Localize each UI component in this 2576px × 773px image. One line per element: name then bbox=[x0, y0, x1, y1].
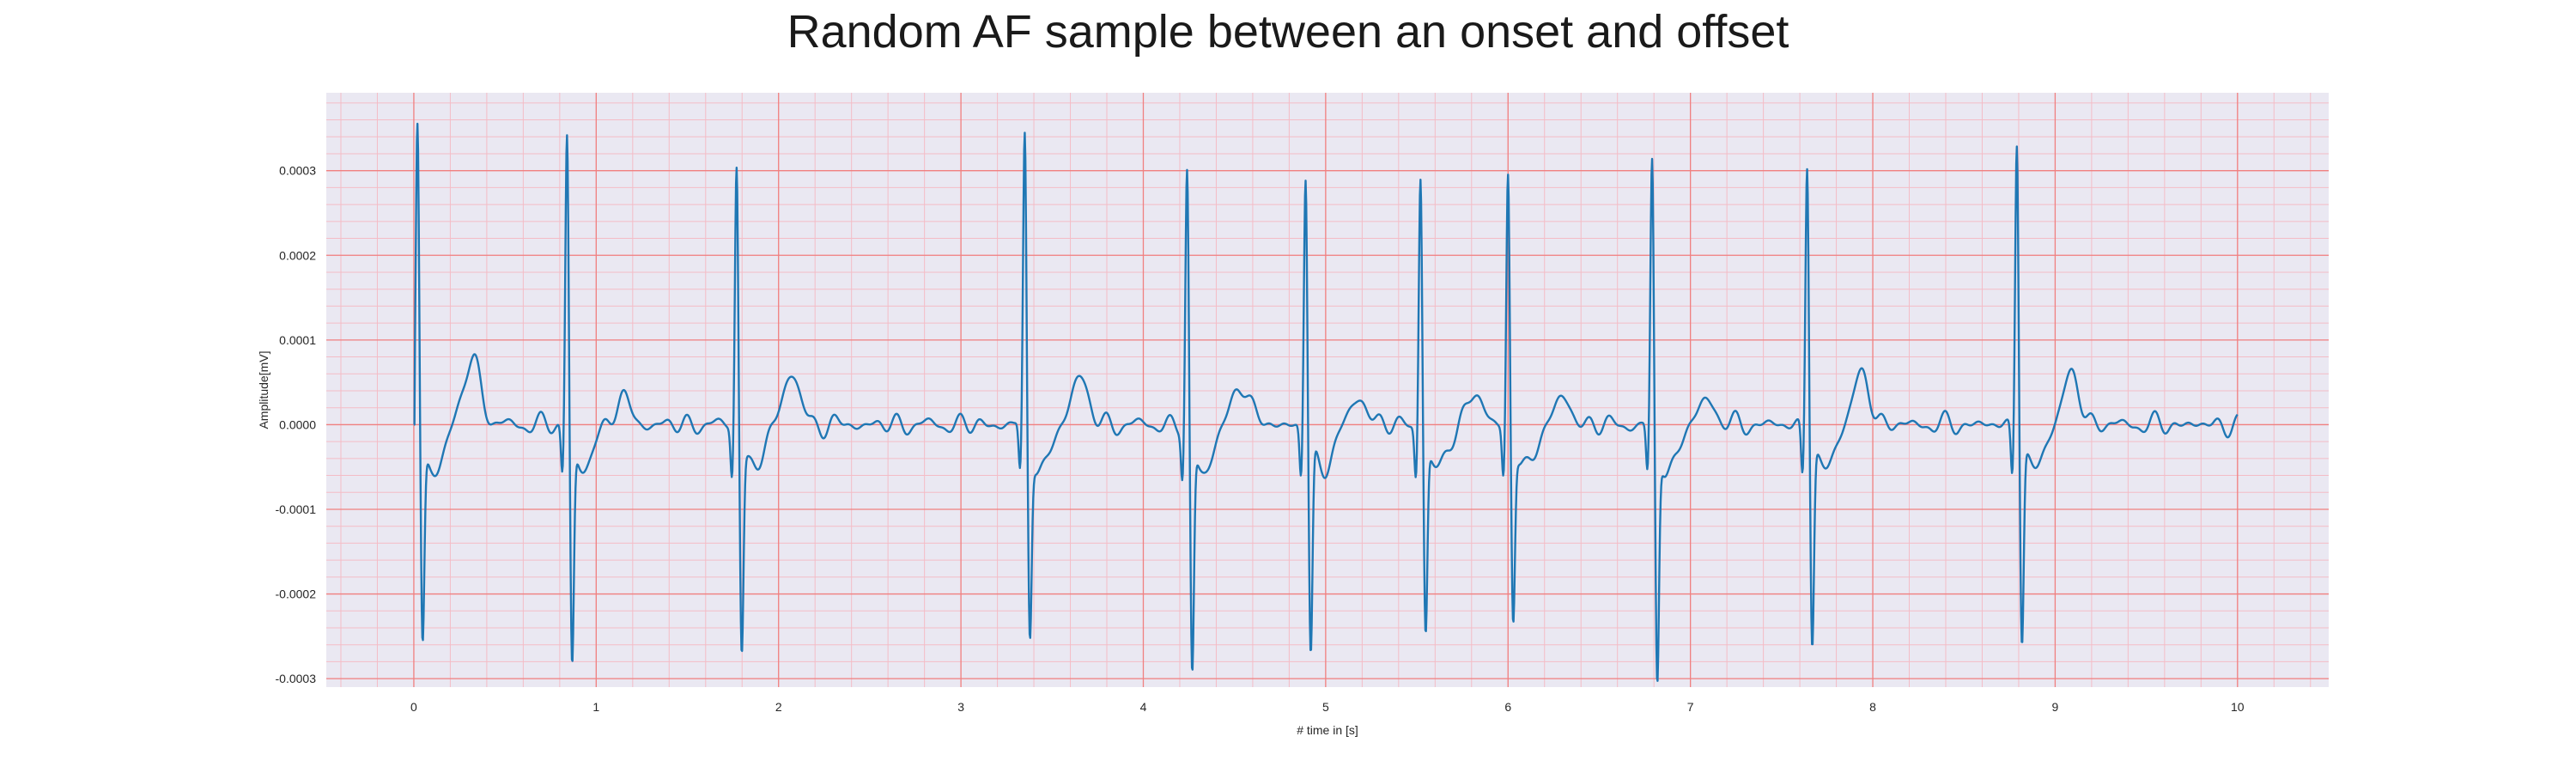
y-tick-label: 0.0000 bbox=[279, 417, 316, 431]
y-tick-label: 0.0002 bbox=[279, 248, 316, 262]
x-tick-label: 5 bbox=[1322, 700, 1329, 714]
x-tick-label: 10 bbox=[2231, 700, 2245, 714]
y-axis-ticks: -0.0003 -0.0002 -0.0001 0.0000 0.0001 0.0002 0… bbox=[276, 164, 317, 685]
y-tick-label: 0.0003 bbox=[279, 164, 316, 178]
x-tick-label: 9 bbox=[2052, 700, 2059, 714]
y-tick-label: -0.0003 bbox=[276, 672, 317, 685]
x-axis-ticks: 0 1 2 3 4 5 6 7 8 9 10 bbox=[410, 700, 2245, 714]
y-tick-label: -0.0001 bbox=[276, 502, 317, 516]
y-tick-label: -0.0002 bbox=[276, 587, 317, 601]
x-axis-label: # time in [s] bbox=[1297, 723, 1358, 737]
x-tick-label: 1 bbox=[592, 700, 599, 714]
chart-title: Random AF sample between an onset and of… bbox=[787, 6, 1789, 58]
x-tick-label: 4 bbox=[1140, 700, 1147, 714]
x-tick-label: 0 bbox=[410, 700, 417, 714]
x-tick-label: 3 bbox=[957, 700, 964, 714]
y-tick-label: 0.0001 bbox=[279, 333, 316, 347]
x-tick-label: 6 bbox=[1504, 700, 1511, 714]
x-tick-label: 8 bbox=[1869, 700, 1876, 714]
plot-area bbox=[326, 93, 2329, 687]
ecg-series-line bbox=[413, 122, 2239, 682]
y-axis-label: Amplitude[mV] bbox=[257, 350, 270, 429]
x-tick-label: 7 bbox=[1687, 700, 1694, 714]
x-tick-label: 2 bbox=[775, 700, 782, 714]
major-gridlines bbox=[326, 93, 2329, 687]
